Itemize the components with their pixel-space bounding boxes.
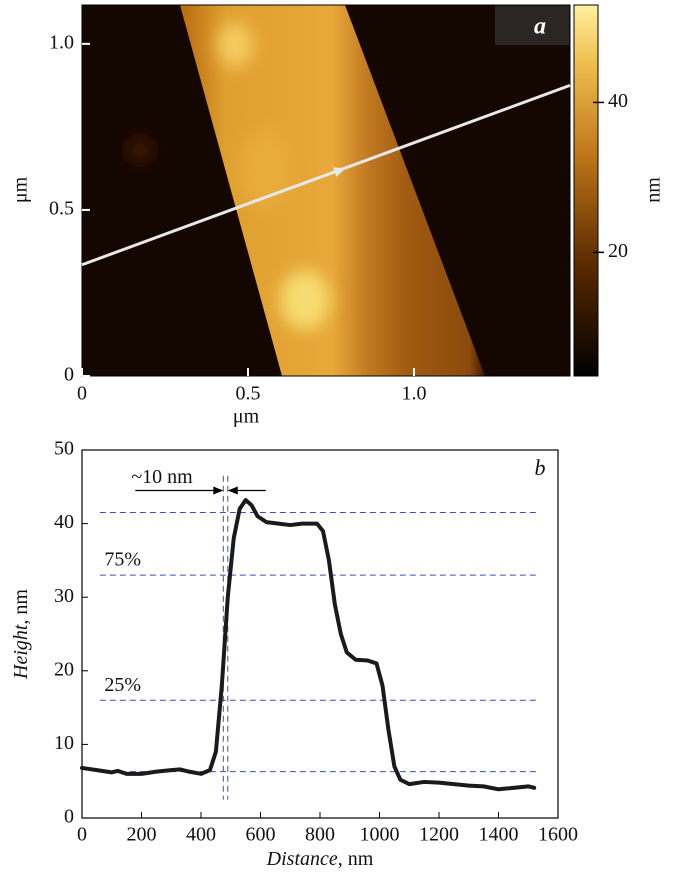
image-frame [81,4,571,377]
x-tick-label: 0.5 [235,383,260,405]
x-tick-label: 400 [186,824,216,846]
y-tick-label: 0 [64,364,74,386]
plot-frame [81,449,559,819]
x-tick-label: 200 [127,824,157,846]
colorbar-tick-label: 40 [608,90,628,112]
colorbar-label: nm [643,177,665,203]
y-tick-label: 10 [54,732,74,754]
x-tick-label: 600 [246,824,276,846]
x-tick-label: 1000 [360,824,400,846]
y-tick-label: 0.5 [49,198,74,220]
x-tick-label: 800 [305,824,335,846]
y-tick-label: 40 [54,511,74,533]
x-tick-label: 1600 [538,824,578,846]
y-tick-label: 50 [54,438,74,460]
colorbar [573,4,599,377]
y-tick-label: 1.0 [49,31,74,53]
annotation: 75% [104,549,141,571]
annotation-arrowhead [213,486,224,495]
profile-arrowhead [333,167,346,177]
x-tick-label: 1200 [419,824,459,846]
panel-label: a [534,14,546,40]
colorbar-tick-label: 20 [608,240,628,262]
y-tick-label: 0 [64,806,74,828]
x-axis-label: μm [233,406,260,428]
afm-image [82,5,570,376]
profile-curve [80,498,537,792]
x-axis-label: Distance, nm [266,848,374,870]
annotation: 25% [104,674,141,696]
y-tick-label: 30 [54,585,74,607]
y-axis-label: μm [10,176,32,203]
annotation-arrowhead [227,486,238,495]
panel-label: b [535,455,546,480]
x-tick-label: 0 [77,824,87,846]
y-axis-label: Height, nm [10,589,32,680]
profile-line [81,83,571,267]
x-tick-label: 1.0 [401,383,426,405]
x-tick-label: 0 [77,383,87,405]
annotation: ~10 nm [131,466,193,488]
x-tick-label: 1400 [479,824,519,846]
y-tick-label: 20 [54,658,74,680]
